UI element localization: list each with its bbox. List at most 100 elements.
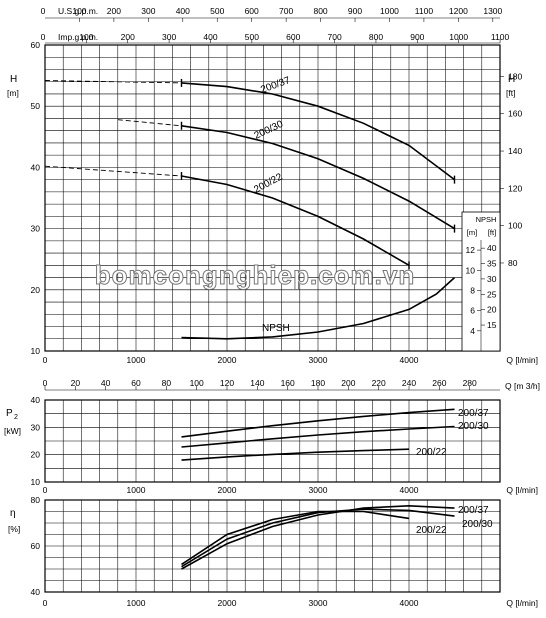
impgpm-tick-label: 800	[369, 32, 383, 42]
power-frame	[44, 399, 501, 483]
npsh-m-tick-label: 12	[466, 245, 476, 255]
efficiency-xlabel: Q [l/min]	[506, 598, 538, 608]
m3h-tick-label: 240	[402, 378, 416, 388]
m3h-label: Q [m 3/h]	[505, 381, 540, 391]
power-x-tick-label: 0	[43, 485, 48, 495]
power-x-tick-label: 2000	[218, 485, 237, 495]
impgpm-start: 0	[41, 32, 46, 42]
efficiency-y-tick-label: 80	[31, 495, 41, 505]
m3h-tick-label: 0	[43, 378, 48, 388]
head-curve-dashed-200-30	[117, 119, 182, 127]
power-ylabel-sub: 2	[14, 414, 18, 421]
npsh-scale: NPSH [m] [ft] 4 6 8 10 12 15 20 25 30 35 40	[461, 211, 501, 352]
impgpm-tick-label: 100	[79, 32, 93, 42]
head-ylabel-right: H	[508, 74, 515, 85]
usgpm-tick-label: 200	[107, 6, 121, 16]
efficiency-ylabel: η	[10, 508, 16, 519]
usgpm-tick-label: 600	[245, 6, 259, 16]
usgpm-start: 0	[41, 6, 46, 16]
usgpm-tick-label: 1300	[483, 6, 502, 16]
npsh-m-tick-label: 4	[470, 326, 475, 336]
npsh-ft-tick-label: 15	[487, 320, 497, 330]
power-xlabel: Q [l/min]	[506, 485, 538, 495]
power-y-tick-label: 30	[31, 422, 41, 432]
eff-label-200-30: 200/30	[462, 519, 493, 530]
watermark: bomcongnghiep.com.vn	[95, 260, 415, 290]
efficiency-x-tick-label: 0	[43, 598, 48, 608]
impgpm-tick-label: 700	[327, 32, 341, 42]
efficiency-frame	[44, 499, 501, 593]
impgpm-tick-label: 900	[410, 32, 424, 42]
head-y-tick-label-right: 180	[508, 71, 522, 81]
head-yunit-right: [ft]	[506, 88, 515, 98]
m3h-tick-label: 60	[131, 378, 141, 388]
usgpm-tick-label: 700	[279, 6, 293, 16]
head-curve-200-22	[181, 175, 410, 266]
head-chart: 10 20 30 40 50 60 80 100 120 140 160 180 0 1000 2000…	[7, 40, 538, 365]
npsh-box-label: NPSH	[476, 215, 497, 224]
power-label-200-37: 200/37	[458, 408, 489, 419]
impgpm-label: Imp.g.p.m.	[58, 32, 98, 42]
head-label-200-37: 200/37	[259, 75, 292, 96]
m3h-axis: 0 20 40 60 80 100 120 140 160 180 200 220 240 260 280 …	[43, 378, 540, 391]
efficiency-x-tick-label: 1000	[127, 598, 146, 608]
head-y-tick-label: 40	[31, 162, 41, 172]
power-x-tick-label: 4000	[400, 485, 419, 495]
m3h-tick-label: 140	[250, 378, 264, 388]
power-ylabel: P	[6, 408, 13, 419]
head-y-tick-label: 20	[31, 285, 41, 295]
impgpm-tick-label: 1100	[491, 32, 510, 42]
npsh-ft-tick-label: 25	[487, 289, 497, 299]
head-curve-200-37	[181, 82, 455, 181]
m3h-tick-label: 200	[341, 378, 355, 388]
efficiency-chart: 40 60 80 0 1000 2000 3000 4000 η [%] Q [l/min]…	[8, 495, 538, 608]
efficiency-curve-200-30	[181, 508, 455, 568]
power-y-tick-label: 10	[31, 477, 41, 487]
m3h-tick-label: 180	[311, 378, 325, 388]
power-chart: 10 20 30 40 0 1000 2000 3000 4000 P 2 [kW] Q [l…	[4, 395, 538, 495]
m3h-tick-label: 120	[220, 378, 234, 388]
eff-label-200-37: 200/37	[458, 505, 489, 516]
head-frame	[44, 44, 501, 352]
usgpm-tick-label: 500	[210, 6, 224, 16]
npsh-m-tick-label: 6	[470, 306, 475, 316]
head-x-tick-label: 3000	[309, 355, 328, 365]
npsh-ft-tick-label: 40	[487, 243, 497, 253]
power-curve-200-37	[181, 408, 455, 438]
head-yunit: [m]	[7, 88, 19, 98]
head-y-tick-label: 60	[31, 40, 41, 50]
npsh-ft-label: [ft]	[488, 228, 496, 237]
head-ylabel: H	[10, 74, 17, 85]
head-x-tick-label: 1000	[127, 355, 146, 365]
head-y-tick-label-right: 100	[508, 221, 522, 231]
npsh-ft-tick-label: 30	[487, 274, 497, 284]
usgpm-tick-label: 1200	[449, 6, 468, 16]
npsh-curve	[181, 277, 456, 340]
head-y-tick-label: 50	[31, 101, 41, 111]
npsh-ft-tick-label: 35	[487, 259, 497, 269]
m3h-tick-label: 260	[432, 378, 446, 388]
impgpm-tick-label: 400	[203, 32, 217, 42]
usgpm-tick-label: 1000	[380, 6, 399, 16]
head-x-tick-label: 2000	[218, 355, 237, 365]
power-label-200-22: 200/22	[416, 447, 447, 458]
head-label-200-30: 200/30	[253, 119, 286, 142]
power-y-tick-label: 40	[31, 395, 41, 405]
head-y-tick-label-right: 120	[508, 183, 522, 193]
efficiency-x-tick-label: 4000	[400, 598, 419, 608]
head-y-tick-label-right: 80	[508, 258, 518, 268]
m3h-tick-label: 100	[190, 378, 204, 388]
npsh-m-label: [m]	[467, 228, 477, 237]
head-xlabel: Q [l/min]	[506, 355, 538, 365]
usgpm-tick-label: 1100	[415, 6, 434, 16]
impgpm-tick-label: 600	[286, 32, 300, 42]
top-axes: 0 U.S.g.p.m. 0 Imp.g.p.m. 100 200 300 400 50…	[41, 6, 510, 44]
npsh-m-tick-label: 10	[466, 265, 476, 275]
npsh-ft-tick-label: 20	[487, 305, 497, 315]
eff-label-200-22: 200/22	[416, 525, 447, 536]
usgpm-tick-label: 300	[141, 6, 155, 16]
impgpm-tick-label: 300	[162, 32, 176, 42]
m3h-tick-label: 20	[71, 378, 81, 388]
efficiency-x-tick-label: 3000	[309, 598, 328, 608]
